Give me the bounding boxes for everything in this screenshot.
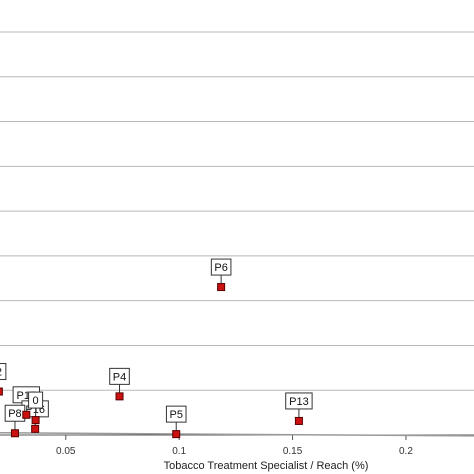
data-point	[217, 283, 226, 292]
point-label-box	[285, 392, 313, 410]
x-axis-title: Tobacco Treatment Specialist / Reach (%)	[164, 460, 369, 472]
data-point	[10, 429, 19, 438]
point-label: P13	[289, 396, 309, 408]
point-label: P5	[169, 409, 182, 421]
data-point	[0, 387, 3, 396]
point-label-box	[0, 363, 7, 381]
trend-line	[0, 432, 474, 437]
point-label-box	[210, 258, 232, 276]
x-tick-label: 0.2	[399, 446, 413, 457]
point-label: P8	[8, 408, 21, 420]
data-points	[0, 283, 303, 439]
point-label: P6	[214, 262, 227, 274]
x-tick-label: 0.05	[56, 446, 76, 457]
point-label-box	[28, 391, 44, 409]
point-label: 2	[0, 367, 2, 379]
data-point	[294, 416, 303, 425]
point-label: P4	[113, 371, 126, 383]
data-point	[22, 410, 31, 419]
point-label: 0	[33, 395, 39, 407]
data-point	[115, 392, 124, 401]
data-point	[31, 424, 40, 433]
x-tick-label: 0.15	[283, 446, 303, 457]
point-label-box	[109, 367, 130, 385]
x-axis-ticks: 0.05 0.1 0.15 0.2	[56, 435, 413, 457]
point-label-box	[165, 405, 187, 423]
gridlines	[0, 31, 474, 391]
data-point	[31, 416, 40, 425]
x-tick-label: 0.1	[172, 446, 186, 457]
data-point	[172, 430, 181, 439]
